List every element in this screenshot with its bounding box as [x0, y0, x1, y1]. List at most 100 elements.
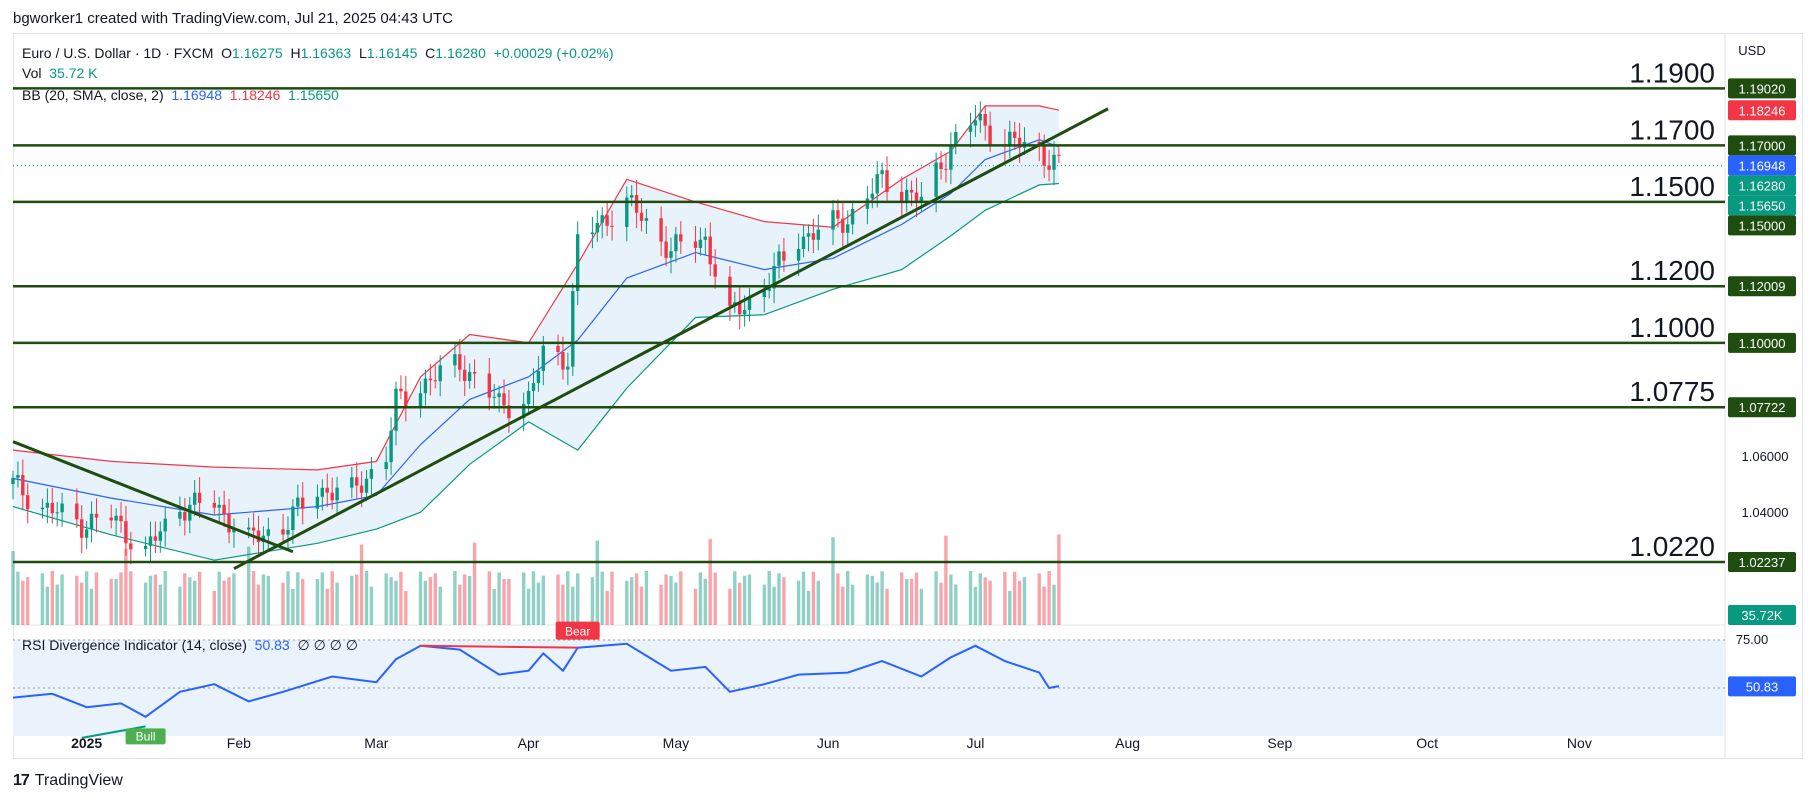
candle-body [89, 513, 94, 530]
bull-label: Bull [136, 729, 156, 743]
volume-bar [1037, 573, 1041, 625]
volume-bar [114, 578, 118, 625]
volume-bars [11, 534, 1061, 625]
candle-body [330, 492, 334, 501]
candle-body [178, 511, 182, 519]
candle-body [571, 291, 575, 367]
volume-bar [212, 591, 216, 625]
volume-bar [576, 573, 580, 625]
volume-bar [350, 575, 354, 625]
candle-body [197, 492, 202, 503]
tradingview-footer[interactable]: 17 TradingView [13, 772, 123, 790]
candle-body [369, 469, 374, 479]
candle-body [796, 249, 801, 261]
time-axis-label: Feb [227, 735, 251, 751]
candle-body [183, 511, 187, 521]
candle-body [247, 527, 251, 530]
rsi-value: 50.83 [254, 637, 290, 653]
volume-bar [109, 578, 113, 625]
time-axis-label: Mar [364, 735, 388, 751]
volume-bar [610, 571, 614, 625]
volume-bar [738, 582, 742, 625]
volume-bar [983, 577, 987, 625]
volume-bar [124, 548, 128, 625]
candle-body [453, 354, 457, 366]
volume-bar [384, 573, 388, 625]
volume-bar [320, 572, 324, 625]
volume-bar [870, 575, 874, 625]
price-tag-label: 1.12009 [1739, 279, 1786, 294]
volume-bar [708, 538, 712, 625]
candle-body [566, 366, 570, 370]
volume-bar [973, 586, 978, 625]
volume-bar [394, 580, 398, 625]
volume-bar [428, 577, 433, 625]
candle-body [21, 475, 25, 496]
price-tag [1728, 332, 1796, 353]
candle-body [350, 477, 354, 488]
volume-bar [796, 580, 801, 625]
level-label: 1.1000 [1629, 312, 1715, 343]
price-tick-label: 1.04000 [1742, 505, 1789, 520]
price-tag-label: 1.16280 [1739, 178, 1786, 193]
candle-body [1013, 131, 1017, 138]
level-label: 1.0775 [1629, 376, 1715, 407]
candle-body [595, 222, 599, 233]
candle-body [634, 195, 639, 213]
candle-body [954, 132, 958, 147]
volume-legend[interactable]: Vol 35.72 K [22, 65, 98, 81]
volume-bar [359, 544, 364, 625]
tradingview-brand: TradingView [34, 772, 123, 789]
symbol-title[interactable]: Euro / U.S. Dollar · 1D · FXCM [22, 45, 214, 61]
low-label: L [358, 45, 367, 61]
candle-body [772, 266, 776, 289]
candle-body [320, 487, 324, 497]
candle-body [610, 225, 614, 227]
candle-body [605, 215, 609, 226]
close-label: C [425, 45, 436, 61]
volume-bar [1017, 580, 1022, 625]
rsi-legend[interactable]: RSI Divergence Indicator (14, close) 50.… [22, 637, 358, 654]
candle-body [762, 290, 766, 297]
candle-body [399, 388, 403, 392]
candle-body [11, 477, 15, 484]
volume-bar [850, 584, 855, 625]
bb-legend[interactable]: BB (20, SMA, close, 2) 1.16948 1.18246 1… [22, 87, 339, 103]
volume-bar [247, 546, 251, 625]
volume-bar [536, 582, 541, 625]
candle-body [143, 545, 148, 550]
price-tag [1728, 397, 1796, 418]
bear-label: Bear [565, 625, 590, 639]
volume-bar [325, 588, 329, 625]
candle-body [900, 191, 904, 202]
volume-bar [163, 571, 167, 625]
volume-bar [40, 573, 45, 625]
symbol-legend[interactable]: Euro / U.S. Dollar · 1D · FXCM O1.16275 … [22, 45, 614, 61]
candle-body [703, 236, 707, 240]
chart-credit: bgworker1 created with TradingView.com, … [13, 10, 453, 27]
volume-bar [630, 577, 634, 625]
time-axis-label: Sep [1267, 735, 1292, 751]
volume-bar [978, 573, 982, 625]
candle-body [109, 517, 113, 521]
candle-body [747, 297, 752, 310]
volume-bar [772, 586, 776, 625]
candle-body [129, 543, 133, 550]
price-tag-label: 1.15000 [1739, 218, 1786, 233]
volume-bar [222, 580, 226, 625]
candle-body [639, 212, 644, 221]
volume-bar [291, 588, 295, 625]
volume-bar [286, 571, 290, 625]
volume-bar [84, 571, 89, 625]
candle-body [973, 120, 978, 126]
candle-body [536, 371, 541, 384]
volume-bar [1003, 571, 1007, 625]
volume-bar [188, 577, 192, 625]
candle-body [590, 232, 595, 235]
candle-body [50, 502, 54, 514]
candle-body [644, 218, 649, 221]
trendline [12, 440, 294, 554]
volume-tag [1728, 605, 1796, 625]
volume-bar [566, 571, 570, 625]
